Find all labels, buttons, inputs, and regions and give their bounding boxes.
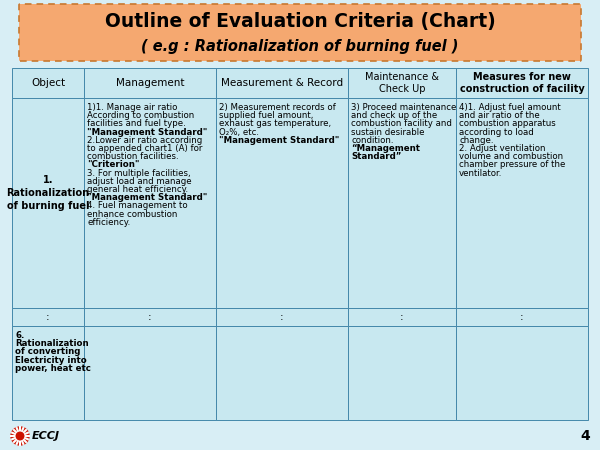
Bar [84,98,216,308]
Text: volume and combustion: volume and combustion [459,152,563,161]
Circle shape [16,432,24,440]
Text: condition.: condition. [351,136,394,145]
Bar [12,68,84,98]
Text: 2) Measurement records of: 2) Measurement records of [219,103,336,112]
Text: Maintenance &
Check Up: Maintenance & Check Up [365,72,439,94]
Text: :: : [520,312,524,322]
Text: According to combustion: According to combustion [87,111,194,120]
Text: 2.Lower air ratio according: 2.Lower air ratio according [87,136,202,145]
Text: supplied fuel amount,: supplied fuel amount, [219,111,313,120]
Text: adjust load and manage: adjust load and manage [87,177,191,186]
Text: "Management Standard": "Management Standard" [219,136,340,145]
Text: Outline of Evaluation Criteria (Chart): Outline of Evaluation Criteria (Chart) [104,12,496,31]
Text: 2. Adjust ventilation: 2. Adjust ventilation [459,144,545,153]
Text: change.: change. [459,136,493,145]
Text: Measurement & Record: Measurement & Record [221,78,343,88]
Bar [216,326,348,420]
Bar [348,308,456,326]
Bar [216,98,348,308]
Text: sustain desirable: sustain desirable [351,128,425,137]
Text: 3. For multiple facilities,: 3. For multiple facilities, [87,169,191,178]
Bar [456,308,588,326]
Text: Standard”: Standard” [351,152,401,161]
Bar [348,326,456,420]
Text: power, heat etc: power, heat etc [15,364,91,373]
Circle shape [11,427,29,445]
Text: :: : [148,312,152,322]
Text: chamber pressure of the: chamber pressure of the [459,160,565,169]
Text: 4: 4 [580,429,590,443]
Text: of converting: of converting [15,347,80,356]
Bar [84,326,216,420]
Text: Electricity into: Electricity into [15,356,87,364]
Text: "Management Standard": "Management Standard" [87,128,208,137]
Text: “Management: “Management [351,144,420,153]
Text: efficiency.: efficiency. [87,218,130,227]
Text: combustion apparatus: combustion apparatus [459,119,556,128]
Text: Rationalization: Rationalization [15,339,89,348]
Text: :: : [280,312,284,322]
Text: exhaust gas temperature,: exhaust gas temperature, [219,119,331,128]
Bar [456,68,588,98]
Text: 6.: 6. [15,331,25,340]
Text: 4)1. Adjust fuel amount: 4)1. Adjust fuel amount [459,103,561,112]
FancyBboxPatch shape [19,4,581,61]
Bar [216,308,348,326]
Text: O₂%, etc.: O₂%, etc. [219,128,259,137]
Text: Object: Object [31,78,65,88]
Text: combustion facility and: combustion facility and [351,119,452,128]
Text: general heat efficiency.: general heat efficiency. [87,185,188,194]
Text: Measures for new
construction of facility: Measures for new construction of facilit… [460,72,584,94]
Bar [84,68,216,98]
Bar [12,98,84,308]
Bar [216,68,348,98]
Text: Management: Management [116,78,184,88]
Bar [456,326,588,420]
Bar [348,68,456,98]
Bar [12,326,84,420]
Text: to appended chart1 (A) for: to appended chart1 (A) for [87,144,202,153]
Text: "Criterion": "Criterion" [87,160,139,169]
Text: 3) Proceed maintenance: 3) Proceed maintenance [351,103,457,112]
Bar [12,308,84,326]
Text: :: : [46,312,50,322]
Bar [348,98,456,308]
Text: combustion facilities.: combustion facilities. [87,152,179,161]
Text: 1)1. Manage air ratio: 1)1. Manage air ratio [87,103,178,112]
Text: and air ratio of the: and air ratio of the [459,111,540,120]
Text: enhance combustion: enhance combustion [87,210,178,219]
Text: :: : [400,312,404,322]
Bar [456,98,588,308]
Text: ECCJ: ECCJ [32,431,60,441]
Text: "Management Standard": "Management Standard" [87,193,208,202]
Text: 4. Fuel management to: 4. Fuel management to [87,202,188,211]
Bar [84,308,216,326]
Text: facilities and fuel type.: facilities and fuel type. [87,119,186,128]
Text: 1.
Rationalization
of burning fuel: 1. Rationalization of burning fuel [7,175,89,211]
Text: ( e.g : Rationalization of burning fuel ): ( e.g : Rationalization of burning fuel … [142,40,458,54]
Text: ventilator.: ventilator. [459,169,502,178]
Text: and check up of the: and check up of the [351,111,437,120]
Text: according to load: according to load [459,128,534,137]
